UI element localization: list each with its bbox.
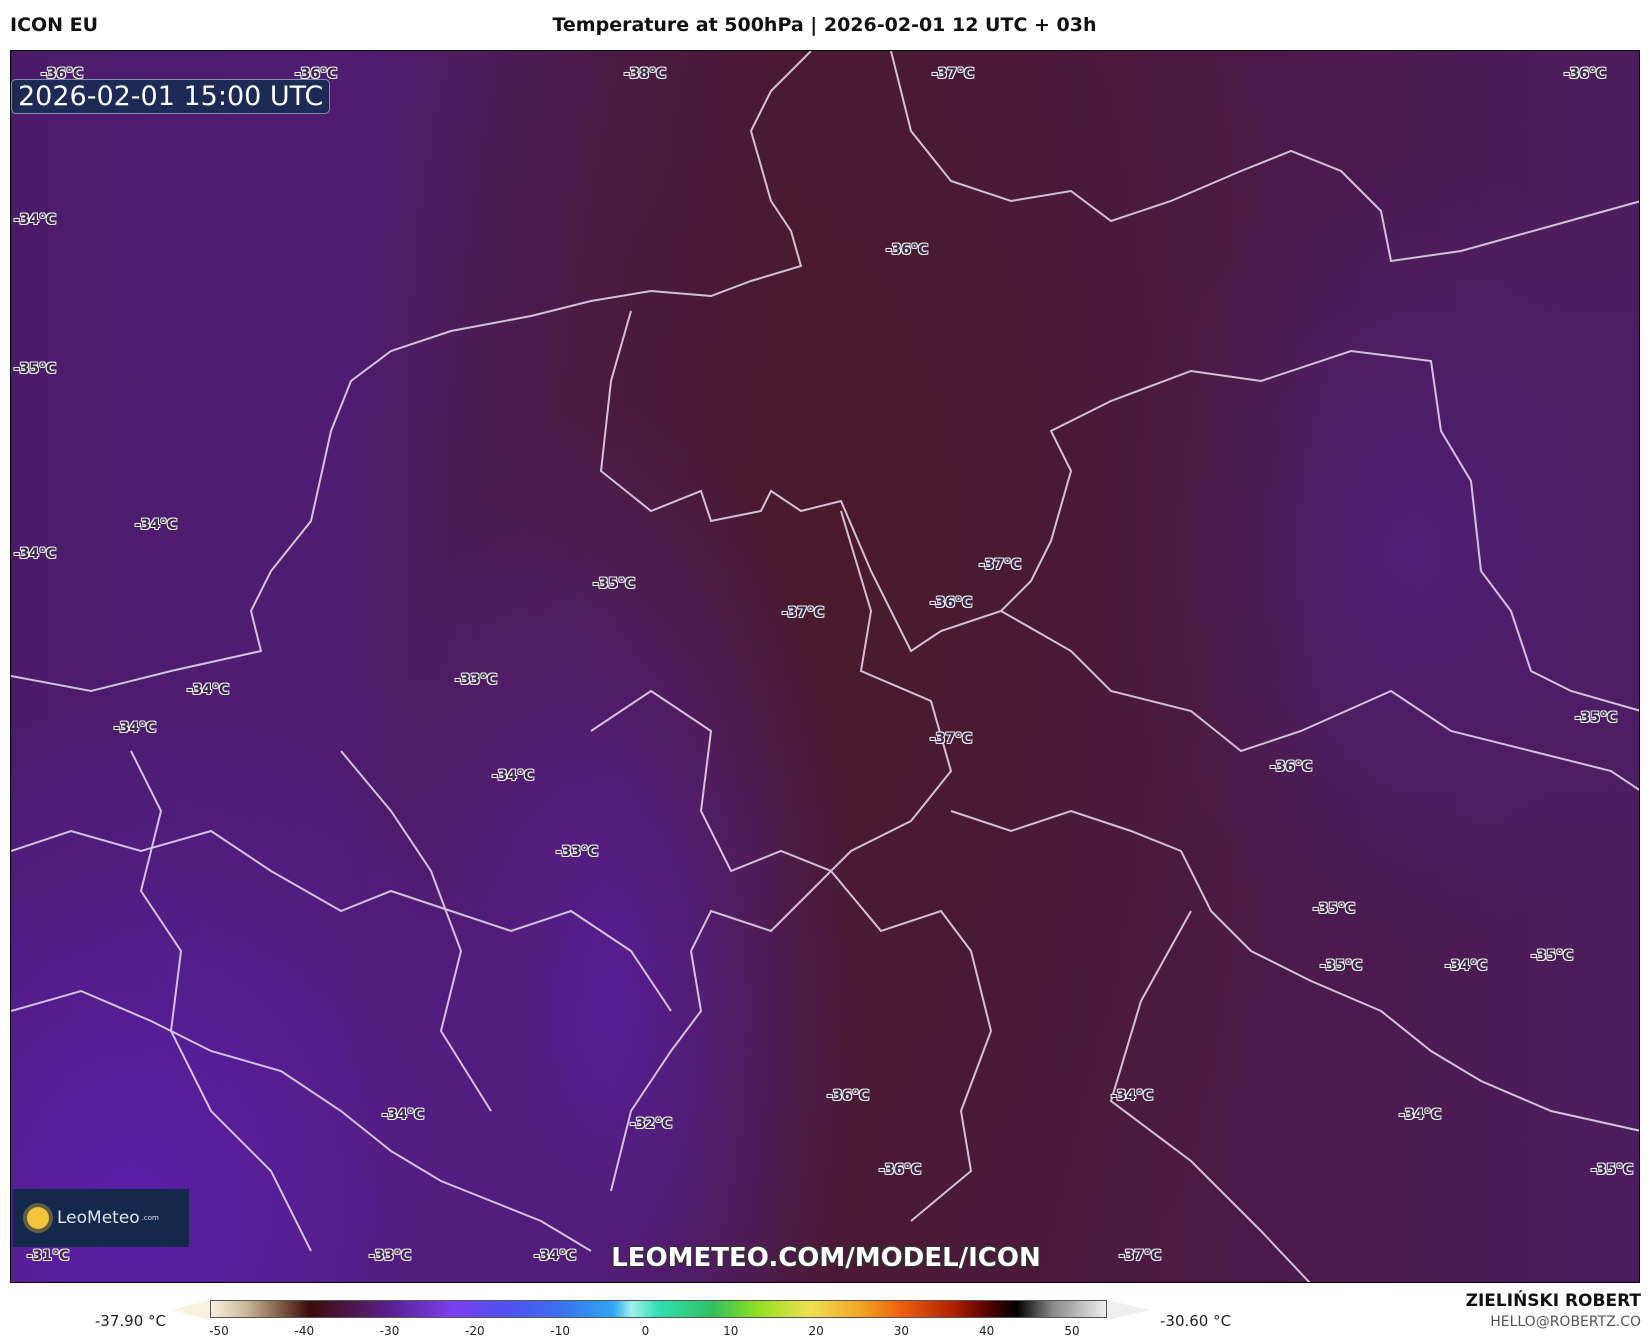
colorbar-tick-label: 30 [893,1324,910,1338]
isotherm-label: -37°C [781,605,825,621]
isotherm-label: -34°C [1110,1088,1154,1104]
isotherm-label: -35°C [1574,710,1618,726]
isotherm-label: -33°C [555,844,599,860]
legend-min-value: -37.90 °C [94,1312,166,1330]
isotherm-label: -36°C [878,1162,922,1178]
border [610,510,953,1192]
watermark-url: LEOMETEO.COM/MODEL/ICON [611,1243,1041,1273]
colorbar-tick-label: -20 [465,1324,485,1338]
colorbar-tick-label: -30 [379,1324,400,1338]
isotherm-label: -34°C [1398,1107,1442,1123]
isotherm-label: -33°C [368,1248,412,1264]
isotherm-label: -35°C [592,576,636,592]
isotherm-label: -34°C [1444,958,1488,974]
borders-layer [11,51,1639,1282]
isotherm-label: -32°C [629,1116,673,1132]
isotherm-label: -34°C [186,682,230,698]
colorbar-tick-label: -50 [209,1324,229,1338]
isotherm-label: -36°C [826,1088,870,1104]
coastline [11,51,812,693]
isotherm-label: -35°C [1312,901,1356,917]
isotherm-label: -36°C [294,66,338,82]
valid-time-badge: 2026-02-01 15:00 UTC [11,79,331,114]
logo-suffix: .com [141,1214,159,1222]
temperature-map[interactable]: 2026-02-01 15:00 UTC -36°C -36°C -38°C -37°… [10,50,1640,1283]
colorbar-tick-label: -10 [550,1324,570,1338]
colorbar-right-arrow [1107,1300,1150,1320]
isotherm-label: -31°C [26,1248,70,1264]
isotherm-label: -36°C [885,242,929,258]
isotherm-label: -37°C [929,731,973,747]
border [590,689,993,1222]
isotherm-label: -37°C [931,66,975,82]
author-name: ZIELIŃSKI ROBERT [1465,1291,1641,1311]
border [1109,910,1311,1282]
leometeo-logo[interactable]: LeoMeteo .com [13,1189,189,1247]
model-name: ICON EU [10,14,99,36]
isotherm-label: -35°C [1590,1162,1634,1178]
map-title: Temperature at 500hPa | 2026-02-01 12 UT… [552,14,1097,36]
border [599,310,1639,712]
isotherm-label: -34°C [533,1248,577,1264]
coastline [890,51,1639,263]
isotherm-label: -37°C [978,557,1022,573]
logo-text: LeoMeteo [57,1208,140,1228]
border [1000,610,1639,791]
colorbar-left-arrow [172,1300,210,1320]
sun-icon [27,1207,49,1229]
isotherm-label: -36°C [929,595,973,611]
border [11,989,592,1252]
legend-max-value: -30.60 °C [1160,1312,1232,1330]
isotherm-label: -34°C [381,1107,425,1123]
border [11,829,672,1012]
author-email: HELLO@ROBERTZ.CO [1490,1314,1641,1330]
isotherm-label: -35°C [1530,948,1574,964]
colorbar-tick-label: 20 [808,1324,824,1338]
isotherm-label: -35°C [1319,958,1363,974]
isotherm-label: -36°C [1563,66,1607,82]
colorbar-tick-label: 0 [641,1324,650,1338]
border [340,750,492,1112]
isotherm-label: -36°C [1269,759,1313,775]
isotherm-label: -35°C [13,361,57,377]
isotherm-label: -34°C [113,720,157,736]
colorbar-tick-label: 40 [979,1324,995,1338]
isotherm-label: -34°C [491,768,535,784]
isotherm-label: -34°C [13,546,57,562]
isotherm-label: -38°C [623,66,667,82]
colorbar-tick-label: 10 [723,1324,739,1338]
colorbar-tick-label: -40 [294,1324,315,1338]
colorbar [210,1300,1107,1318]
isotherm-label: -34°C [134,517,178,533]
border [950,809,1639,1132]
isotherm-label: -36°C [40,66,84,82]
isotherm-label: -37°C [1118,1248,1162,1264]
border [130,750,312,1252]
colorbar-tick-label: 50 [1064,1324,1080,1338]
isotherm-label: -34°C [13,212,57,228]
isotherm-label: -33°C [454,672,498,688]
